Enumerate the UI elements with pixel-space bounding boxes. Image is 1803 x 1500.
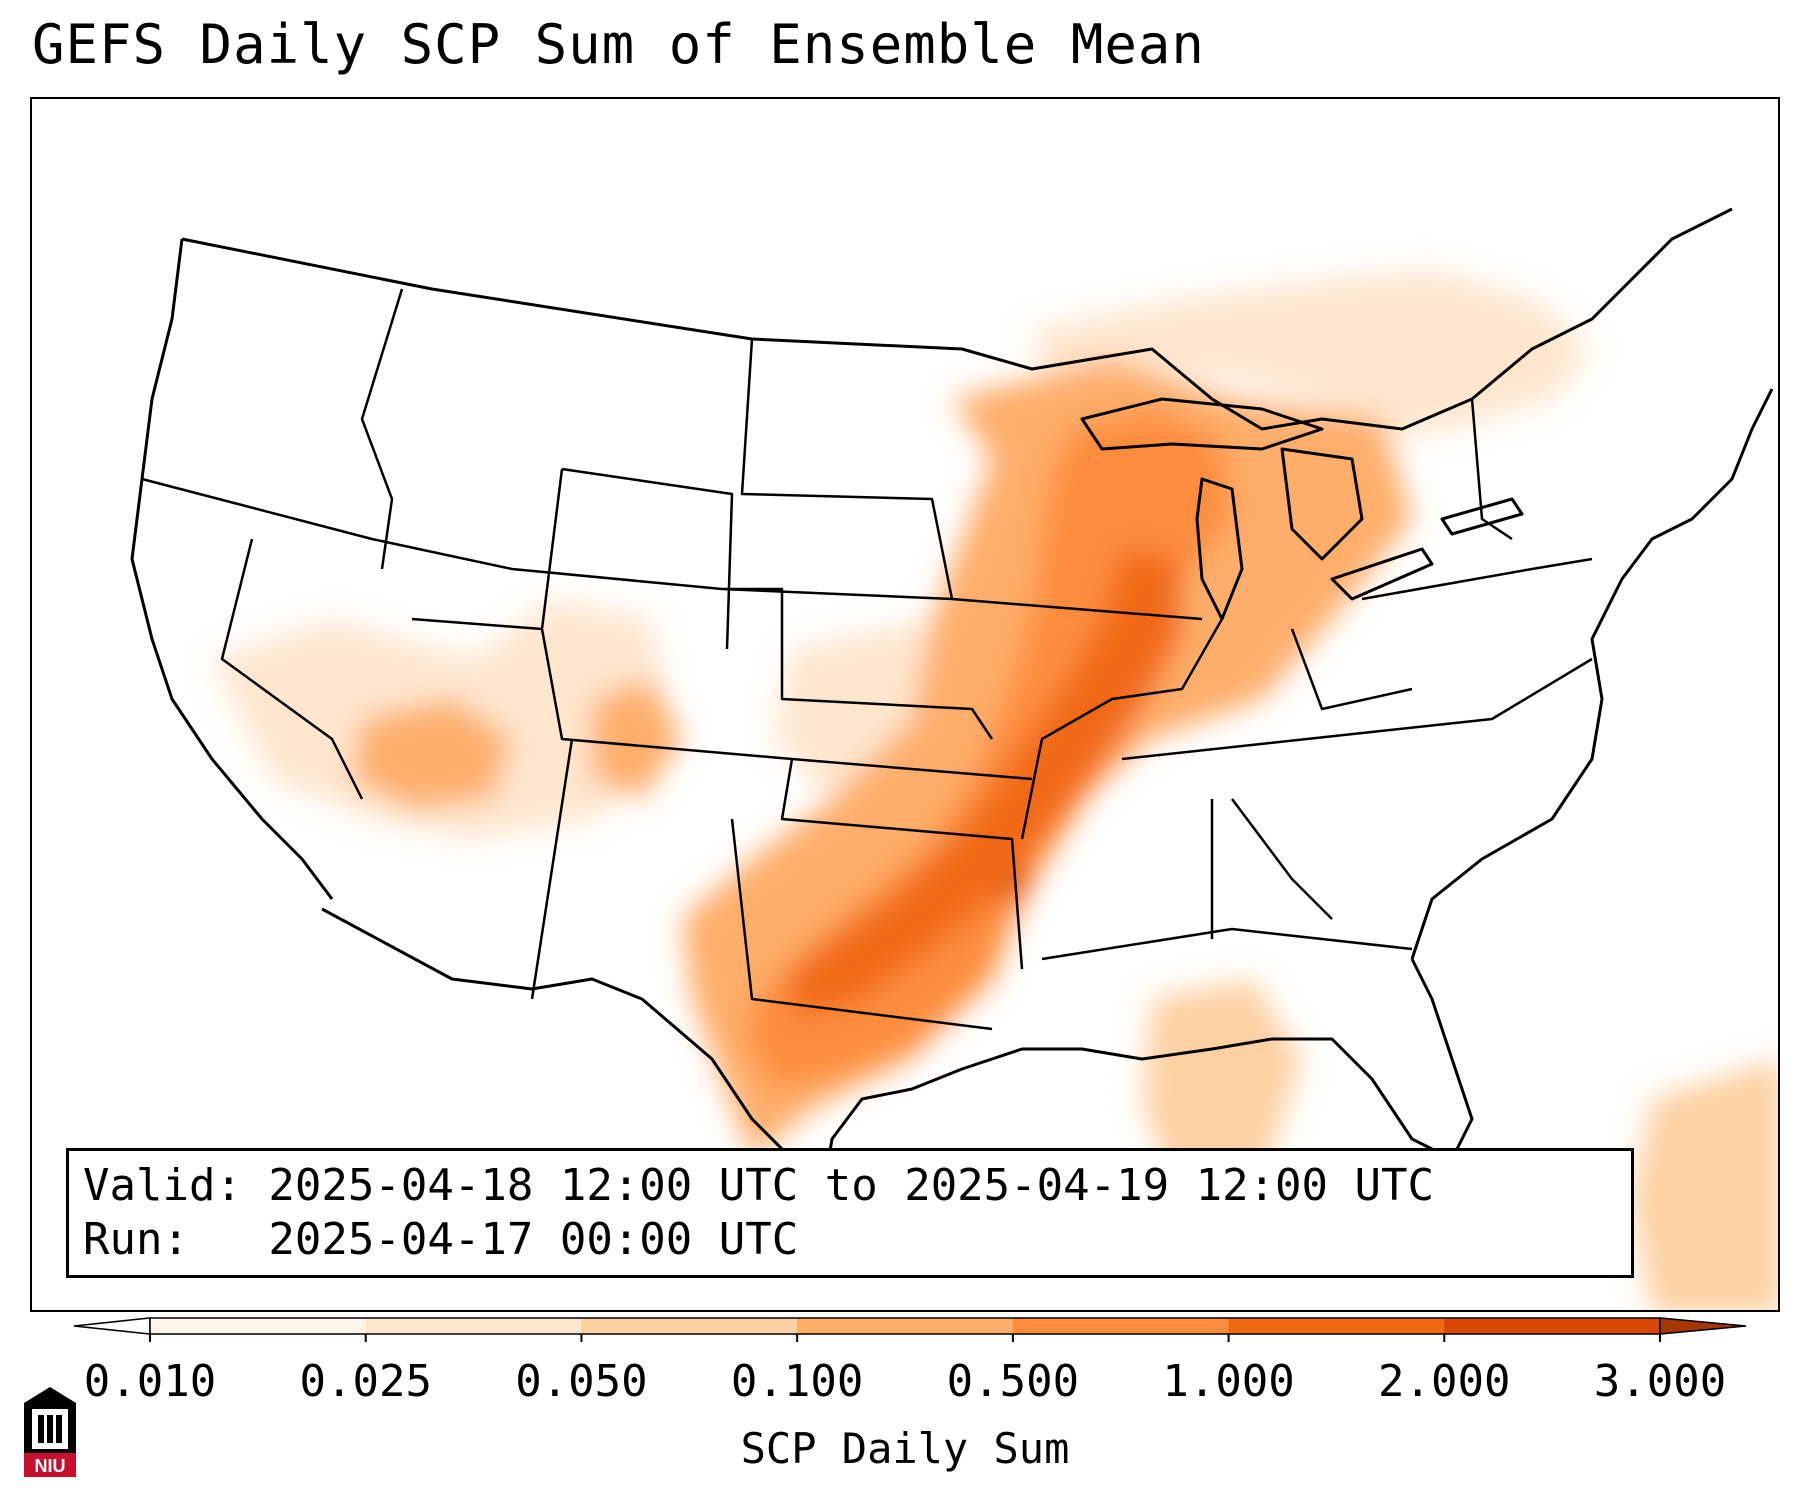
lake-ontario bbox=[1440, 497, 1524, 536]
shade-medium-southwest bbox=[352, 699, 512, 809]
colorbar-segments bbox=[73, 1317, 1747, 1335]
colorbar-tick-label: 0.500 bbox=[946, 1356, 1080, 1407]
logo-text: NIU bbox=[35, 1456, 66, 1476]
conus-map bbox=[130, 207, 1778, 1310]
colorbar-tick-label: 0.100 bbox=[730, 1356, 864, 1407]
scp-shading bbox=[212, 269, 1778, 1310]
colorbar-tick-label: 1.000 bbox=[1162, 1356, 1295, 1407]
lake-huron bbox=[1280, 447, 1364, 561]
colorbar-tick-label: 2.000 bbox=[1378, 1356, 1511, 1407]
map-panel bbox=[30, 97, 1780, 1312]
colorbar-tick-label: 0.050 bbox=[515, 1356, 648, 1407]
map-borders bbox=[130, 207, 1774, 1200]
colorbar-extend-min bbox=[73, 1317, 151, 1335]
colorbar-segment bbox=[1228, 1318, 1445, 1334]
colorbar-outline bbox=[149, 1317, 1661, 1335]
colorbar-tick-label: 0.025 bbox=[299, 1356, 432, 1407]
state-lines bbox=[141, 288, 1593, 1031]
us-canada-border bbox=[181, 207, 1733, 431]
shade-light-atlantic bbox=[1632, 1060, 1778, 1310]
colorbar bbox=[73, 1317, 1747, 1342]
shade-light-northeast bbox=[1032, 269, 1592, 439]
lake-superior bbox=[1080, 397, 1324, 451]
shade-light-gulf bbox=[1142, 979, 1302, 1189]
atlantic-coast bbox=[1410, 388, 1774, 960]
shade-medium-rockies bbox=[592, 679, 682, 799]
colorbar-segment bbox=[365, 1318, 582, 1334]
valid-time-line: Valid: 2025-04-18 12:00 UTC to 2025-04-1… bbox=[83, 1160, 1435, 1211]
lake-erie bbox=[1330, 547, 1434, 601]
colorbar-segment bbox=[581, 1318, 798, 1334]
valid-run-info: Valid: 2025-04-18 12:00 UTC to 2025-04-1… bbox=[66, 1148, 1634, 1278]
colorbar-extend-max bbox=[1659, 1317, 1747, 1335]
us-mexico-border bbox=[321, 907, 824, 1200]
colorbar-label: SCP Daily Sum bbox=[740, 1424, 1070, 1473]
gulf-coast bbox=[820, 958, 1474, 1200]
colorbar-tick-label: 0.010 bbox=[83, 1356, 217, 1407]
colorbar-tick-label: 3.000 bbox=[1593, 1356, 1727, 1407]
chart-title: GEFS Daily SCP Sum of Ensemble Mean bbox=[32, 13, 1205, 76]
colorbar-segment bbox=[1444, 1318, 1661, 1334]
run-time-line: Run: 2025-04-17 00:00 UTC bbox=[83, 1214, 799, 1265]
colorbar-ticks bbox=[149, 1334, 1661, 1342]
colorbar-segment bbox=[797, 1318, 1014, 1334]
colorbar-segment bbox=[1012, 1318, 1230, 1334]
pacific-coast bbox=[130, 238, 334, 900]
niu-logo: NIU bbox=[24, 1387, 76, 1477]
colorbar-segment bbox=[150, 1318, 367, 1334]
shade-strong-core bbox=[782, 549, 1182, 1019]
